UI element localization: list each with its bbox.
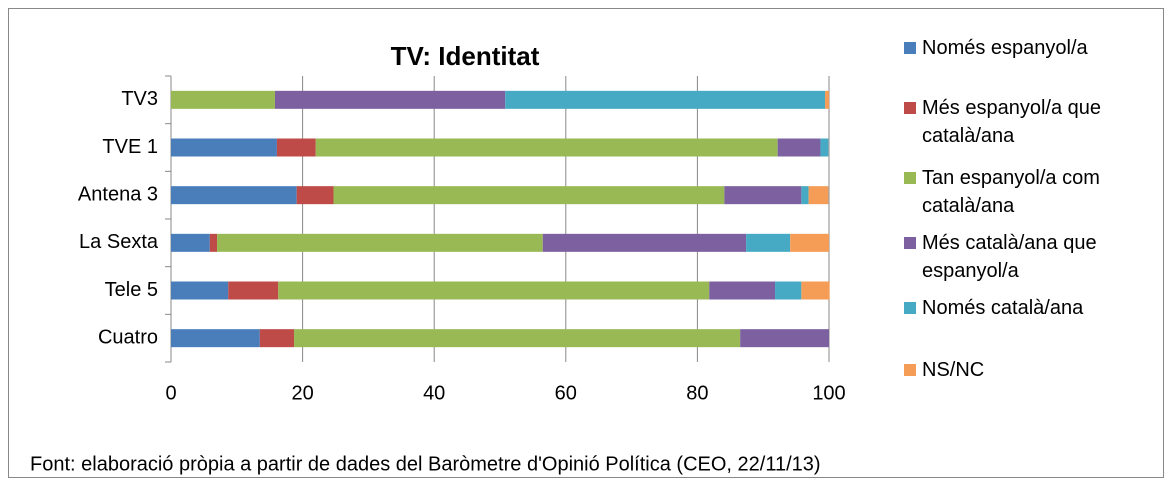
bar-segment: [709, 281, 776, 300]
y-tick-label: Antena 3: [78, 183, 158, 205]
legend-item: Més espanyol/a que català/ana: [898, 94, 1160, 150]
x-tick-label: 80: [686, 382, 708, 404]
bar-segment: [775, 281, 802, 300]
source-note: Font: elaboració pròpia a partir de dade…: [30, 453, 821, 475]
bar-segment: [790, 233, 829, 252]
bar-segment: [171, 90, 275, 109]
y-tick-label: La Sexta: [79, 231, 159, 253]
x-tick-label: 0: [165, 382, 176, 404]
x-tick-label: 60: [555, 382, 577, 404]
y-tick-label: Tele 5: [105, 279, 158, 301]
legend-item: NS/NC: [898, 356, 1160, 384]
bar-segment: [808, 186, 829, 205]
legend-item: Només català/ana: [898, 294, 1160, 322]
bar-segment: [296, 186, 334, 205]
legend-swatch: [904, 102, 916, 114]
legend-label: Només espanyol/a: [922, 37, 1088, 59]
x-tick-label: 20: [291, 382, 313, 404]
legend-item: Només espanyol/a: [898, 34, 1160, 62]
legend-label: NS/NC: [922, 359, 985, 381]
chart-title: TV: Identitat: [391, 41, 540, 71]
bar-segment: [274, 90, 506, 109]
y-tick-label: Cuatro: [98, 326, 158, 348]
bar-segment: [801, 281, 830, 300]
bar-segment: [276, 138, 316, 157]
legend-item: Més català/ana que espanyol/a: [898, 229, 1160, 285]
bar-segment: [294, 329, 741, 348]
y-tick-label: TVE 1: [102, 136, 158, 158]
legend-swatch: [904, 364, 916, 376]
bar-segment: [259, 329, 295, 348]
bar-segment: [171, 186, 297, 205]
bar-segment: [820, 138, 829, 157]
bar-segment: [746, 233, 791, 252]
legend-label: Tan espanyol/a com català/ana: [922, 167, 1100, 217]
legend-swatch: [904, 302, 916, 314]
legend-item: Tan espanyol/a com català/ana: [898, 164, 1160, 220]
bar-segment: [171, 329, 260, 348]
bar-segment: [333, 186, 725, 205]
bar-segment: [171, 281, 229, 300]
y-tick-label: TV3: [121, 88, 158, 110]
bar-segment: [724, 186, 802, 205]
bar-segment: [542, 233, 747, 252]
bar-segment: [171, 233, 210, 252]
legend-swatch: [904, 237, 916, 249]
legend-label: Més català/ana que espanyol/a: [922, 232, 1097, 282]
bar-segment: [217, 233, 543, 252]
bar-segment: [209, 233, 218, 252]
bar-segment: [825, 90, 829, 109]
bar-segment: [777, 138, 821, 157]
legend-swatch: [904, 42, 916, 54]
bar-segment: [171, 138, 277, 157]
x-tick-label: 40: [423, 382, 445, 404]
bar-segment: [228, 281, 279, 300]
legend-swatch: [904, 172, 916, 184]
legend-label: Més espanyol/a que català/ana: [922, 97, 1102, 147]
bar-segment: [505, 90, 826, 109]
bar-segment: [740, 329, 829, 348]
bar-segment: [278, 281, 710, 300]
bar-segment: [315, 138, 778, 157]
legend-label: Només català/ana: [922, 297, 1084, 319]
bar-segment: [801, 186, 809, 205]
x-tick-label: 100: [812, 382, 845, 404]
